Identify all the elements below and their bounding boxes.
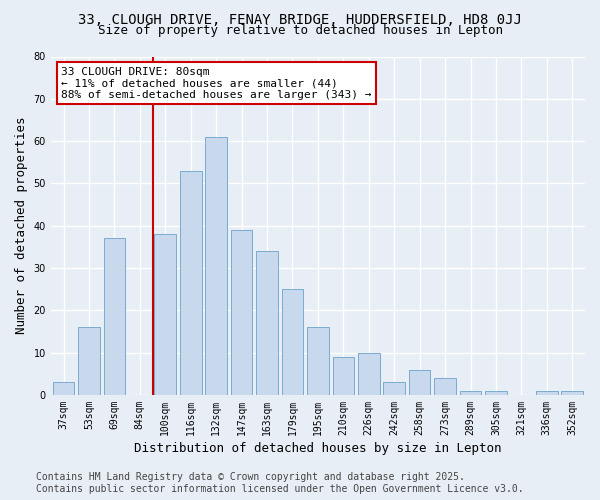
Bar bbox=[562, 390, 583, 395]
Bar bbox=[460, 390, 481, 395]
Text: Contains HM Land Registry data © Crown copyright and database right 2025.
Contai: Contains HM Land Registry data © Crown c… bbox=[36, 472, 524, 494]
Bar bbox=[383, 382, 405, 395]
Bar bbox=[78, 328, 100, 395]
Bar bbox=[281, 289, 303, 395]
Text: Size of property relative to detached houses in Lepton: Size of property relative to detached ho… bbox=[97, 24, 503, 37]
Bar bbox=[180, 170, 202, 395]
Bar bbox=[307, 328, 329, 395]
Bar bbox=[231, 230, 253, 395]
Text: 33, CLOUGH DRIVE, FENAY BRIDGE, HUDDERSFIELD, HD8 0JJ: 33, CLOUGH DRIVE, FENAY BRIDGE, HUDDERSF… bbox=[78, 12, 522, 26]
Bar bbox=[358, 352, 380, 395]
Text: 33 CLOUGH DRIVE: 80sqm
← 11% of detached houses are smaller (44)
88% of semi-det: 33 CLOUGH DRIVE: 80sqm ← 11% of detached… bbox=[61, 66, 372, 100]
Bar bbox=[536, 390, 557, 395]
Bar bbox=[434, 378, 456, 395]
Bar bbox=[256, 251, 278, 395]
Bar bbox=[205, 137, 227, 395]
Bar bbox=[154, 234, 176, 395]
Bar bbox=[53, 382, 74, 395]
Bar bbox=[332, 357, 354, 395]
Bar bbox=[409, 370, 430, 395]
X-axis label: Distribution of detached houses by size in Lepton: Distribution of detached houses by size … bbox=[134, 442, 502, 455]
Y-axis label: Number of detached properties: Number of detached properties bbox=[15, 117, 28, 334]
Bar bbox=[104, 238, 125, 395]
Bar bbox=[485, 390, 507, 395]
